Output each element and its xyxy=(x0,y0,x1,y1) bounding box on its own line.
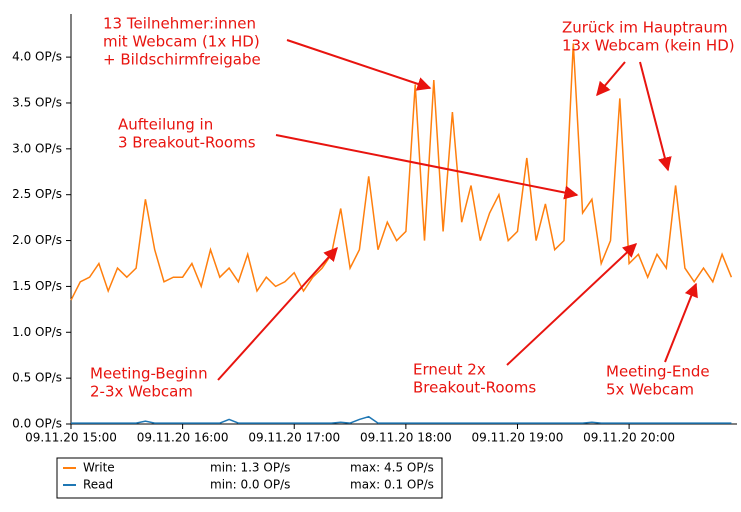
annotation-text: + Bildschirmfreigabe xyxy=(103,51,261,69)
legend-label: Write xyxy=(83,461,115,475)
y-tick-label: 0.0 OP/s xyxy=(12,417,62,431)
annotation-text: 3 Breakout-Rooms xyxy=(118,134,256,152)
y-tick-label: 3.0 OP/s xyxy=(12,141,62,155)
annotation-arrow xyxy=(286,39,432,91)
x-tick-label: 09.11.20 16:00 xyxy=(137,431,229,445)
annotation-text: 5x Webcam xyxy=(606,381,694,399)
annotation-arrow xyxy=(275,134,579,200)
legend-max: max: 0.1 OP/s xyxy=(350,478,434,492)
annotation-arrow xyxy=(217,246,338,381)
x-tick-label: 09.11.20 20:00 xyxy=(583,431,675,445)
y-tick-label: 1.5 OP/s xyxy=(12,279,62,293)
x-tick-label: 09.11.20 18:00 xyxy=(360,431,452,445)
annotation-text: 13x Webcam (kein HD) xyxy=(562,37,735,55)
legend-min: min: 1.3 OP/s xyxy=(210,461,290,475)
legend-label: Read xyxy=(83,478,113,492)
annotation-text: 2-3x Webcam xyxy=(90,383,193,401)
series-line xyxy=(71,415,732,424)
annotation-arrow xyxy=(639,61,672,172)
x-tick-label: 09.11.20 15:00 xyxy=(25,431,117,445)
legend-box xyxy=(56,457,443,499)
y-tick-label: 1.0 OP/s xyxy=(12,325,62,339)
y-tick-label: 2.0 OP/s xyxy=(12,233,62,247)
x-tick-label: 09.11.20 17:00 xyxy=(248,431,340,445)
annotation-arrow xyxy=(596,61,626,97)
series-line xyxy=(70,43,733,301)
annotation-text: Meeting-Ende xyxy=(606,363,710,381)
legend-min: min: 0.0 OP/s xyxy=(210,478,290,492)
y-tick-label: 2.5 OP/s xyxy=(12,187,62,201)
x-tick-label: 09.11.20 19:00 xyxy=(472,431,564,445)
y-tick-label: 4.0 OP/s xyxy=(12,50,62,64)
annotation-text: 13 Teilnehmer:innen xyxy=(103,15,256,33)
annotation-text: mit Webcam (1x HD) xyxy=(103,33,260,51)
y-tick-label: 3.5 OP/s xyxy=(12,95,62,109)
legend-max: max: 4.5 OP/s xyxy=(350,461,434,475)
annotation-text: Zurück im Hauptraum xyxy=(562,19,728,37)
y-tick-label: 0.5 OP/s xyxy=(12,371,62,385)
annotation-text: Meeting-Beginn xyxy=(90,365,208,383)
annotation-arrow xyxy=(664,282,698,363)
annotation-text: Aufteilung in xyxy=(118,116,213,134)
annotation-text: Erneut 2x xyxy=(413,361,486,379)
annotation-text: Breakout-Rooms xyxy=(413,379,536,397)
annotation-arrow xyxy=(506,243,638,366)
